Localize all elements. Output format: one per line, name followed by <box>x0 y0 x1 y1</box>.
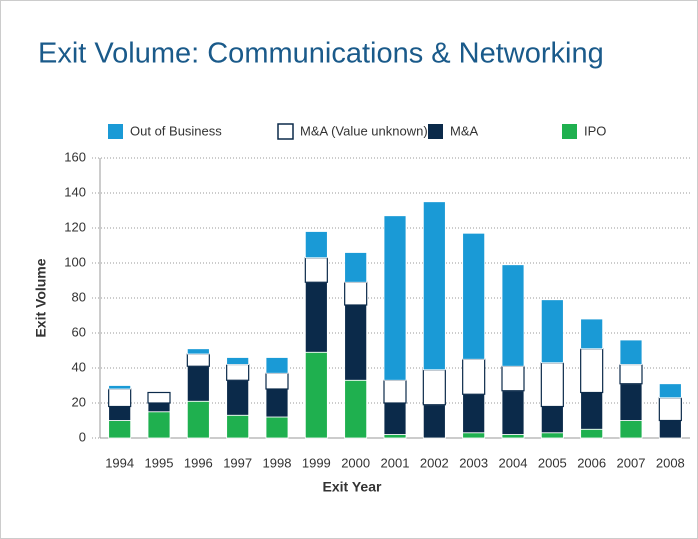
legend-label: M&A <box>450 123 479 138</box>
bar-segment <box>186 400 210 439</box>
bar-segment <box>619 339 643 365</box>
bar-segment <box>540 432 564 439</box>
x-tick-label: 2004 <box>499 455 528 470</box>
bar-segment <box>501 390 525 435</box>
x-tick-label: 1998 <box>263 455 292 470</box>
legend-label: Out of Business <box>130 123 222 138</box>
x-tick-label: 2007 <box>617 455 646 470</box>
x-tick-label: 2005 <box>538 455 567 470</box>
y-axis-title: Exit Volume <box>33 258 49 337</box>
bar-segment <box>619 420 643 439</box>
bar-segment <box>147 411 171 439</box>
legend-swatch <box>277 123 294 140</box>
bar-segment <box>540 406 564 434</box>
bar-segment <box>580 428 604 439</box>
bar-segment <box>108 420 132 439</box>
legend-swatch <box>428 124 443 139</box>
bar-segment <box>344 252 368 283</box>
bar-segment <box>462 432 486 439</box>
bar-segment <box>304 231 328 259</box>
y-tick-label: 160 <box>64 149 86 164</box>
bar-segment <box>619 363 643 385</box>
bar-segment <box>147 402 171 413</box>
y-tick-label: 100 <box>64 254 86 269</box>
bar-segment <box>186 365 210 402</box>
bar-segment <box>501 264 525 367</box>
bar-segment <box>226 379 250 416</box>
x-tick-label: 2003 <box>459 455 488 470</box>
bar-segment <box>186 353 210 367</box>
bar-segment <box>108 406 132 421</box>
x-tick-label: 2000 <box>341 455 370 470</box>
bar-segment <box>383 402 407 435</box>
bar-segment <box>226 363 250 381</box>
bar-segment <box>108 388 132 408</box>
bar-segment <box>344 379 368 439</box>
bar-segment <box>501 365 525 392</box>
bar-segment <box>619 383 643 421</box>
bar-segment <box>226 357 250 365</box>
bar-segment <box>265 372 289 390</box>
bar-segment <box>304 281 328 353</box>
bar-segment <box>226 414 250 439</box>
bar-segment <box>658 397 682 422</box>
bar-segment <box>304 257 328 283</box>
bar-segment <box>540 299 564 364</box>
bar-segment <box>422 369 446 406</box>
y-tick-label: 0 <box>79 429 86 444</box>
bar-segment <box>383 215 407 381</box>
bar-segment <box>422 201 446 371</box>
x-tick-label: 1995 <box>145 455 174 470</box>
legend-label: M&A (Value unknown) <box>300 123 428 138</box>
y-tick-label: 60 <box>72 324 86 339</box>
y-tick-label: 20 <box>72 394 86 409</box>
bar-segment <box>265 388 289 418</box>
bar-segment <box>265 357 289 374</box>
x-tick-label: 1997 <box>223 455 252 470</box>
bar-segment <box>422 404 446 439</box>
y-tick-label: 40 <box>72 359 86 374</box>
legend-swatch <box>108 124 123 139</box>
bar-segment <box>462 232 486 360</box>
bar-segment <box>265 416 289 439</box>
bar-segment <box>344 281 368 306</box>
bar-segment <box>501 434 525 439</box>
x-tick-label: 1999 <box>302 455 331 470</box>
bar-segment <box>186 348 210 355</box>
x-axis-title: Exit Year <box>323 479 382 495</box>
bar-segment <box>344 304 368 381</box>
bar-segment <box>580 348 604 394</box>
bar-segment <box>304 351 328 439</box>
bar-segment <box>108 385 132 390</box>
bar-segment <box>658 383 682 399</box>
x-tick-label: 2002 <box>420 455 449 470</box>
legend-label: IPO <box>584 123 606 138</box>
y-tick-label: 120 <box>64 219 86 234</box>
x-tick-label: 1996 <box>184 455 213 470</box>
bar-segment <box>580 318 604 350</box>
bar-segment <box>540 362 564 408</box>
legend-swatch <box>562 124 577 139</box>
y-tick-label: 140 <box>64 184 86 199</box>
y-tick-label: 80 <box>72 289 86 304</box>
chart-title: Exit Volume: Communications & Networking <box>38 38 604 70</box>
x-tick-label: 1994 <box>105 455 134 470</box>
x-tick-label: 2006 <box>577 455 606 470</box>
bar-segment <box>147 391 171 404</box>
bar-segment <box>462 358 486 395</box>
bar-segment <box>580 392 604 430</box>
bar-segment <box>658 420 682 439</box>
x-tick-label: 2008 <box>656 455 685 470</box>
bar-segment <box>383 379 407 404</box>
x-tick-label: 2001 <box>381 455 410 470</box>
bar-segment <box>383 434 407 439</box>
bar-segment <box>462 393 486 434</box>
